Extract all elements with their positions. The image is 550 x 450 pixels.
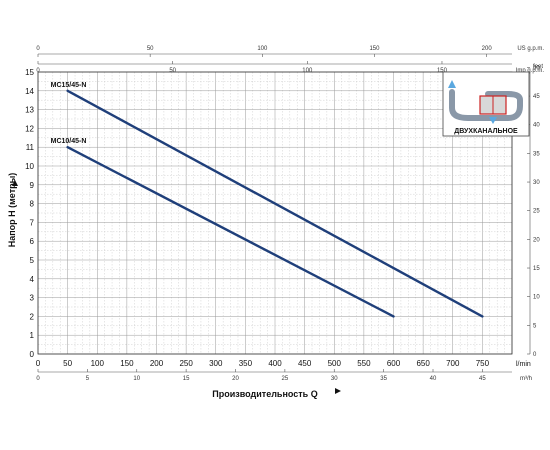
x-tick-label: 400 (268, 359, 282, 368)
m3h-tick-label: 30 (331, 376, 338, 382)
impeller-inset: ДВУХКАНАЛЬНОЕ (442, 71, 530, 137)
x-axis-label: Производительность Q (212, 389, 317, 399)
impgpm-tick-label: 50 (169, 68, 176, 74)
x-tick-label: 500 (328, 359, 342, 368)
m3h-tick-label: 40 (430, 376, 437, 382)
x-tick-label: 250 (179, 359, 193, 368)
y-tick-label: 12 (25, 124, 34, 133)
feet-tick-label: 40 (533, 123, 540, 129)
m3h-tick-label: 5 (86, 376, 90, 382)
m3h-unit-label: m³/h (520, 376, 532, 382)
feet-tick-label: 0 (533, 352, 537, 358)
flow-up-arrow-icon (448, 80, 456, 88)
m3h-tick-label: 0 (36, 376, 40, 382)
plot-frame (37, 71, 513, 355)
x-tick-label: 350 (239, 359, 253, 368)
x-axis-arrow-icon (335, 388, 341, 394)
feet-tick-label: 35 (533, 151, 540, 157)
x-tick-label: 300 (209, 359, 223, 368)
inset-caption: ДВУХКАНАЛЬНОЕ (454, 128, 518, 135)
x-tick-label: 750 (476, 359, 490, 368)
x-unit-label: l/min (516, 361, 531, 368)
impgpm-tick-label: 100 (302, 68, 313, 74)
usgpm-tick-label: 0 (36, 46, 40, 52)
y-tick-label: 6 (30, 237, 35, 246)
y-tick-label: 11 (26, 143, 35, 152)
y-tick-label: 1 (30, 331, 35, 340)
x-tick-label: 600 (387, 359, 401, 368)
m3h-tick-label: 10 (133, 376, 140, 382)
impgpm-tick-label: 0 (36, 68, 40, 74)
impgpm-tick-label: 150 (437, 68, 448, 74)
usgpm-tick-label: 150 (369, 46, 380, 52)
feet-unit-label: feet (533, 64, 543, 70)
usgpm-tick-label: 200 (482, 46, 493, 52)
y-tick-label: 8 (30, 200, 35, 209)
series-line-MC10/45-N (66, 145, 395, 318)
feet-tick-label: 30 (533, 180, 540, 186)
y-tick-label: 14 (25, 87, 34, 96)
m3h-tick-label: 35 (380, 376, 387, 382)
y-axis-label: Напор H (метры) (7, 173, 17, 248)
y-tick-label: 15 (25, 68, 34, 77)
y-tick-label: 4 (30, 275, 35, 284)
y-tick-label: 3 (30, 294, 35, 303)
x-tick-label: 550 (357, 359, 371, 368)
series-label-MC10/45-N: MC10/45-N (51, 138, 87, 145)
y-tick-label: 5 (30, 256, 35, 265)
m3h-tick-label: 20 (232, 376, 239, 382)
feet-tick-label: 45 (533, 94, 540, 100)
y-tick-label: 7 (30, 218, 35, 227)
impgpm-unit-label: Imp g.p.m. (516, 68, 545, 74)
y-tick-label: 13 (25, 106, 34, 115)
y-tick-label: 9 (30, 181, 35, 190)
m3h-tick-label: 45 (479, 376, 486, 382)
y-tick-label: 10 (25, 162, 34, 171)
feet-tick-label: 20 (533, 237, 540, 243)
y-tick-label: 2 (30, 312, 35, 321)
x-tick-label: 100 (91, 359, 105, 368)
feet-tick-label: 5 (533, 323, 537, 329)
usgpm-tick-label: 100 (257, 46, 268, 52)
x-tick-label: 200 (150, 359, 164, 368)
usgpm-unit-label: US g.p.m. (517, 46, 544, 52)
series-lines: MC15/45-N MC10/45-N (51, 82, 484, 318)
x-tick-label: 0 (36, 359, 41, 368)
x-tick-label: 50 (63, 359, 72, 368)
feet-tick-label: 10 (533, 295, 540, 301)
y-tick-label: 0 (30, 350, 35, 359)
x-tick-label: 150 (120, 359, 134, 368)
x-tick-label: 650 (416, 359, 430, 368)
feet-tick-label: 15 (533, 266, 540, 272)
y-axis-arrow-icon (12, 180, 18, 186)
series-line-MC15/45-N (66, 89, 484, 318)
flow-in-arrow-icon (489, 117, 497, 124)
feet-tick-label: 25 (533, 209, 540, 215)
series-label-MC15/45-N: MC15/45-N (51, 82, 87, 89)
m3h-tick-label: 25 (282, 376, 289, 382)
m3h-tick-label: 15 (183, 376, 190, 382)
feet-tick-label: 50 (533, 65, 540, 71)
usgpm-tick-label: 50 (147, 46, 154, 52)
x-tick-label: 450 (298, 359, 312, 368)
x-tick-label: 700 (446, 359, 460, 368)
